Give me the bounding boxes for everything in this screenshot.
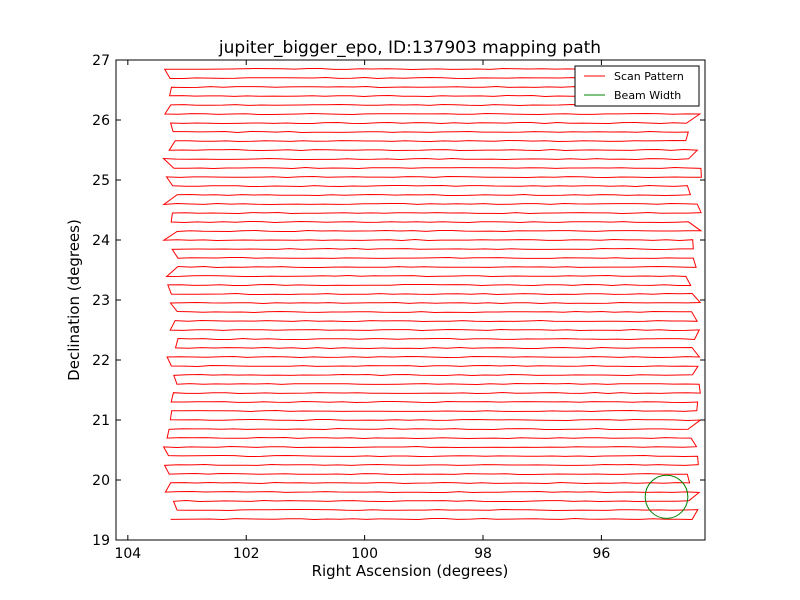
y-tick-label: 22 — [92, 353, 110, 369]
scan-pattern-line — [162, 67, 703, 521]
x-tick-label: 100 — [351, 546, 378, 562]
beam-width-circle — [644, 474, 689, 519]
chart-title: jupiter_bigger_epo, ID:137903 mapping pa… — [218, 38, 601, 58]
y-axis: 19 20 21 22 23 24 25 26 27 — [92, 53, 705, 549]
x-tick-label: 104 — [114, 546, 141, 562]
y-tick-label: 23 — [92, 293, 110, 309]
legend-label-beam: Beam Width — [614, 89, 681, 102]
y-tick-label: 20 — [92, 473, 110, 489]
legend-label-scan: Scan Pattern — [614, 70, 684, 83]
y-tick-label: 24 — [92, 233, 110, 249]
scan-pattern-series — [162, 67, 703, 521]
x-axis-title: Right Ascension (degrees) — [312, 562, 509, 580]
legend: Scan Pattern Beam Width — [574, 65, 700, 107]
legend-box — [574, 65, 700, 107]
y-tick-label: 25 — [92, 173, 110, 189]
beam-width-series — [644, 474, 689, 519]
x-tick-label: 98 — [474, 546, 492, 562]
y-tick-label: 19 — [92, 533, 110, 549]
x-axis: 104 102 100 98 96 — [114, 60, 610, 562]
y-tick-label: 26 — [92, 113, 110, 129]
y-tick-label: 21 — [92, 413, 110, 429]
x-tick-label: 96 — [592, 546, 610, 562]
plot-area — [115, 59, 706, 541]
y-tick-label: 27 — [92, 53, 110, 69]
y-axis-title: Declination (degrees) — [65, 219, 83, 381]
x-tick-label: 102 — [233, 546, 260, 562]
